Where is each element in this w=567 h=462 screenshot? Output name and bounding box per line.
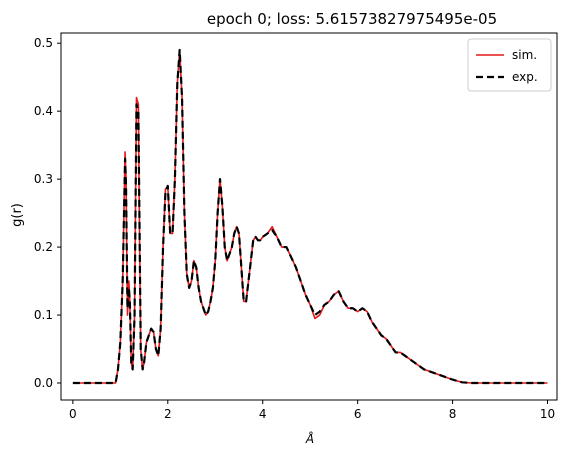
x-tick-label: 2	[164, 407, 172, 421]
legend-label-exp: exp.	[512, 70, 538, 84]
y-tick-label: 0.5	[34, 36, 53, 50]
y-tick-label: 0.0	[34, 376, 53, 390]
x-tick-label: 8	[449, 407, 457, 421]
x-tick-label: 0	[69, 407, 77, 421]
plot-area	[72, 48, 548, 385]
axes: 0 2 4 6 8 10 0.0 0.1 0.2 0.3 0.4 0.5	[34, 32, 558, 421]
series-line-exp	[72, 48, 548, 385]
plot-frame	[60, 32, 558, 401]
legend-label-sim: sim.	[512, 48, 537, 62]
x-tick-label: 10	[540, 407, 555, 421]
x-tick-label: 4	[259, 407, 267, 421]
legend-box	[467, 38, 552, 92]
x-axis-label: Å	[305, 431, 314, 446]
y-axis-label: g(r)	[10, 203, 25, 227]
y-tick-label: 0.2	[34, 240, 53, 254]
chart-title: epoch 0; loss: 5.61573827975495e-05	[207, 10, 497, 28]
x-tick-label: 6	[354, 407, 362, 421]
y-tick-label: 0.4	[34, 104, 53, 118]
y-tick-label: 0.3	[34, 172, 53, 186]
y-tick-label: 0.1	[34, 308, 53, 322]
legend: sim. exp.	[467, 38, 552, 92]
